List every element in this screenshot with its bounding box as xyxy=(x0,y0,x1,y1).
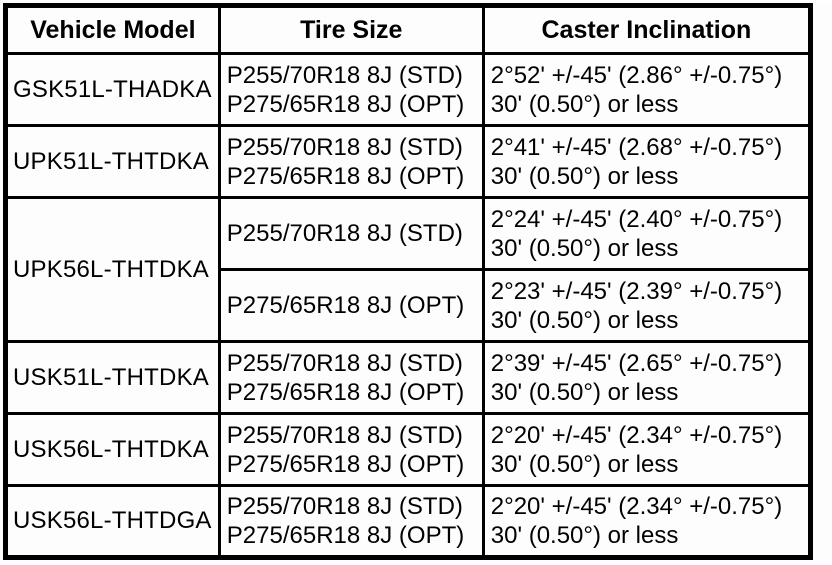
caster-spec-table: Vehicle Model Tire Size Caster Inclinati… xyxy=(3,3,813,560)
tire-size-line: P255/70R18 8J (STD) xyxy=(226,133,463,161)
caster-value-line: 2°20' +/-45' (2.34° +/-0.75°) xyxy=(490,493,783,520)
vehicle-model-cell: USK56L-THTDKA xyxy=(4,412,221,487)
vehicle-model-cell: UPK51L-THTDKA xyxy=(4,124,221,199)
caster-inclination-cell: 2°39' +/-45' (2.65° +/-0.75°) 30' (0.50°… xyxy=(481,340,813,415)
tire-size-line: P255/70R18 8J (STD) xyxy=(226,220,463,247)
caster-inclination-cell: 2°52' +/-45' (2.86° +/-0.75°) 30' (0.50°… xyxy=(481,52,813,127)
caster-limit-line: 30' (0.50°) or less xyxy=(490,450,679,478)
caster-value-line: 2°52' +/-45' (2.86° +/-0.75°) xyxy=(490,61,783,89)
caster-value-line: 2°23' +/-45' (2.39° +/-0.75°) xyxy=(490,277,783,305)
caster-limit-line: 30' (0.50°) or less xyxy=(490,378,679,406)
tire-size-line: P275/65R18 8J (OPT) xyxy=(226,162,465,190)
tire-size-cell: P255/70R18 8J (STD) xyxy=(217,196,485,271)
tire-size-line: P255/70R18 8J (STD) xyxy=(226,349,463,377)
tire-size-cell: P255/70R18 8J (STD) P275/65R18 8J (OPT) xyxy=(217,124,485,199)
document-page: Vehicle Model Tire Size Caster Inclinati… xyxy=(0,3,832,565)
table-row: USK56L-THTDKA P255/70R18 8J (STD) P275/6… xyxy=(4,412,813,487)
caster-limit-line: 30' (0.50°) or less xyxy=(490,162,679,190)
caster-value-line: 2°39' +/-45' (2.65° +/-0.75°) xyxy=(490,349,783,377)
tire-size-cell: P275/65R18 8J (OPT) xyxy=(217,268,485,343)
tire-size-cell: P255/70R18 8J (STD) P275/65R18 8J (OPT) xyxy=(217,340,485,415)
table-row: GSK51L-THADKA P255/70R18 8J (STD) P275/6… xyxy=(4,52,813,127)
column-header-tire-size: Tire Size xyxy=(217,4,485,55)
column-header-vehicle-model: Vehicle Model xyxy=(4,4,221,55)
tire-size-cell: P255/70R18 8J (STD) P275/65R18 8J (OPT) xyxy=(217,52,485,127)
tire-size-cell: P255/70R18 8J (STD) P275/65R18 8J (OPT) xyxy=(217,484,485,559)
table-row: USK51L-THTDKA P255/70R18 8J (STD) P275/6… xyxy=(4,340,813,415)
tire-size-line: P275/65R18 8J (OPT) xyxy=(226,450,465,478)
tire-size-line: P255/70R18 8J (STD) xyxy=(226,421,463,449)
caster-inclination-cell: 2°20' +/-45' (2.34° +/-0.75°) 30' (0.50°… xyxy=(481,484,813,559)
caster-value-line: 2°20' +/-45' (2.34° +/-0.75°) xyxy=(490,421,783,449)
header-row: Vehicle Model Tire Size Caster Inclinati… xyxy=(4,4,813,55)
table-row: USK56L-THTDGA P255/70R18 8J (STD) P275/6… xyxy=(4,484,813,559)
column-header-caster-inclination: Caster Inclination xyxy=(481,4,813,55)
caster-inclination-cell: 2°24' +/-45' (2.40° +/-0.75°) 30' (0.50°… xyxy=(481,196,813,271)
table-row: P275/65R18 8J (OPT) 2°23' +/-45' (2.39° … xyxy=(6,268,813,343)
tire-size-line: P275/65R18 8J (OPT) xyxy=(226,522,465,549)
caster-limit-line: 30' (0.50°) or less xyxy=(490,90,679,118)
tire-size-cell: P255/70R18 8J (STD) P275/65R18 8J (OPT) xyxy=(217,412,485,487)
table-row: UPK56L-THTDKA P255/70R18 8J (STD) 2°24' … xyxy=(4,196,813,343)
tire-size-line: P275/65R18 8J (OPT) xyxy=(226,90,465,118)
vehicle-model-cell: USK56L-THTDGA xyxy=(4,484,221,559)
caster-value-line: 2°41' +/-45' (2.68° +/-0.75°) xyxy=(490,133,783,161)
tire-size-line: P255/70R18 8J (STD) xyxy=(226,493,463,520)
vehicle-model-cell: USK51L-THTDKA xyxy=(4,340,221,415)
vehicle-model-cell: GSK51L-THADKA xyxy=(4,52,221,127)
tire-size-line: P275/65R18 8J (OPT) xyxy=(226,378,465,406)
vehicle-model-cell: UPK56L-THTDKA xyxy=(4,196,221,343)
tire-size-line: P255/70R18 8J (STD) xyxy=(226,61,463,89)
caster-limit-line: 30' (0.50°) or less xyxy=(490,306,679,334)
caster-inclination-cell: 2°23' +/-45' (2.39° +/-0.75°) 30' (0.50°… xyxy=(481,268,813,343)
caster-limit-line: 30' (0.50°) or less xyxy=(490,522,679,549)
caster-value-line: 2°24' +/-45' (2.40° +/-0.75°) xyxy=(490,205,783,233)
caster-inclination-cell: 2°41' +/-45' (2.68° +/-0.75°) 30' (0.50°… xyxy=(481,124,813,199)
caster-limit-line: 30' (0.50°) or less xyxy=(490,234,679,262)
caster-inclination-cell: 2°20' +/-45' (2.34° +/-0.75°) 30' (0.50°… xyxy=(481,412,813,487)
table-row: UPK51L-THTDKA P255/70R18 8J (STD) P275/6… xyxy=(4,124,813,199)
tire-size-line: P275/65R18 8J (OPT) xyxy=(226,292,465,319)
